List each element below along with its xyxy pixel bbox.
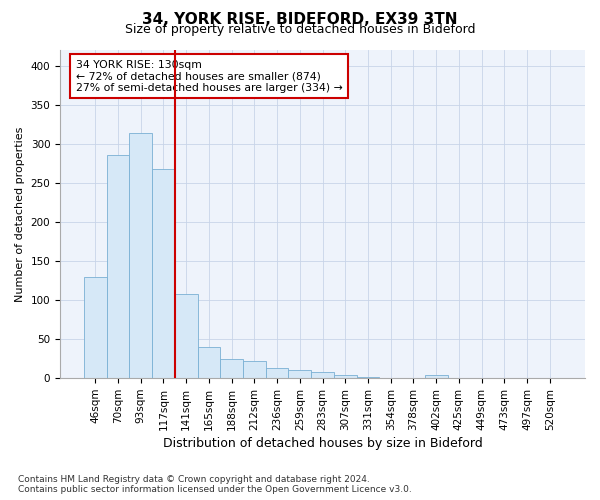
Bar: [289, 370, 311, 378]
Text: Size of property relative to detached houses in Bideford: Size of property relative to detached ho…: [125, 22, 475, 36]
Bar: [130, 133, 152, 378]
Bar: [243, 361, 266, 378]
Bar: [175, 294, 197, 378]
Bar: [220, 358, 243, 378]
X-axis label: Distribution of detached houses by size in Bideford: Distribution of detached houses by size …: [163, 437, 482, 450]
Bar: [425, 375, 448, 378]
Bar: [311, 372, 334, 378]
Bar: [334, 375, 356, 378]
Text: Contains HM Land Registry data © Crown copyright and database right 2024.
Contai: Contains HM Land Registry data © Crown c…: [18, 474, 412, 494]
Bar: [197, 347, 220, 378]
Text: 34, YORK RISE, BIDEFORD, EX39 3TN: 34, YORK RISE, BIDEFORD, EX39 3TN: [142, 12, 458, 28]
Bar: [266, 368, 289, 378]
Y-axis label: Number of detached properties: Number of detached properties: [15, 126, 25, 302]
Text: 34 YORK RISE: 130sqm
← 72% of detached houses are smaller (874)
27% of semi-deta: 34 YORK RISE: 130sqm ← 72% of detached h…: [76, 60, 343, 93]
Bar: [356, 376, 379, 378]
Bar: [107, 154, 130, 378]
Bar: [84, 276, 107, 378]
Bar: [152, 169, 175, 378]
